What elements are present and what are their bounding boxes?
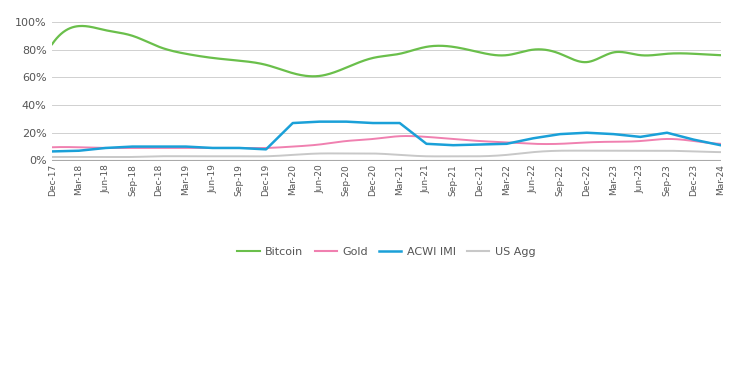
Line: US Agg: US Agg [53,151,721,157]
ACWI IMI [155,144,164,149]
Bitcoin [554,51,562,55]
Gold [444,136,453,141]
Bitcoin [167,48,176,53]
Bitcoin [497,53,505,58]
Line: ACWI IMI: ACWI IMI [53,122,721,151]
Gold [220,146,229,150]
Gold [716,142,725,146]
ACWI IMI [48,149,57,154]
Bitcoin [48,42,57,46]
ACWI IMI [369,121,377,125]
Gold [403,134,411,138]
Legend: Bitcoin, Gold, ACWI IMI, US Agg: Bitcoin, Gold, ACWI IMI, US Agg [233,243,539,262]
ACWI IMI [289,121,297,125]
ACWI IMI [235,146,243,150]
US Agg [167,154,176,159]
Gold [554,142,562,146]
ACWI IMI [101,146,110,150]
ACWI IMI [529,136,538,141]
ACWI IMI [128,144,137,149]
ACWI IMI [609,132,618,136]
Line: Gold: Gold [53,136,721,148]
Bitcoin [221,57,229,62]
US Agg [565,148,574,153]
ACWI IMI [75,149,84,153]
ACWI IMI [181,144,190,149]
ACWI IMI [502,142,511,146]
Bitcoin [716,53,725,58]
Gold [166,146,175,150]
US Agg [48,155,57,159]
ACWI IMI [662,130,671,135]
Bitcoin [444,44,453,49]
ACWI IMI [690,137,699,142]
Line: Bitcoin: Bitcoin [53,26,721,76]
Gold [252,146,260,151]
Bitcoin [352,61,361,66]
ACWI IMI [315,119,324,124]
US Agg [495,153,504,158]
ACWI IMI [395,121,404,125]
Bitcoin [77,24,86,28]
Gold [497,140,505,144]
US Agg [221,154,229,159]
US Agg [352,151,360,156]
ACWI IMI [422,142,431,146]
ACWI IMI [636,135,645,139]
US Agg [443,154,451,159]
ACWI IMI [208,146,217,150]
ACWI IMI [342,119,351,124]
ACWI IMI [448,143,457,147]
ACWI IMI [716,143,725,147]
Bitcoin [309,74,317,79]
ACWI IMI [476,142,485,147]
ACWI IMI [556,132,565,136]
US Agg [716,150,725,154]
US Agg [552,149,561,153]
Gold [352,138,360,142]
ACWI IMI [262,147,271,152]
Gold [48,145,57,150]
ACWI IMI [582,130,591,135]
US Agg [118,155,127,159]
